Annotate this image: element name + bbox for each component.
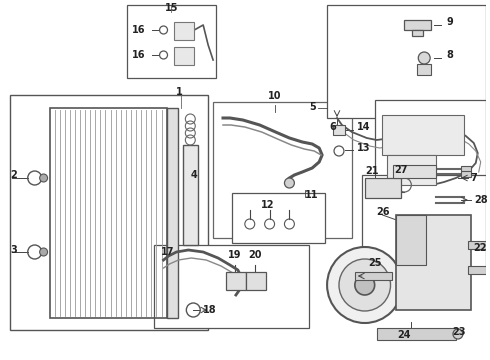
Bar: [127, 5, 216, 78]
Text: 14: 14: [357, 122, 370, 132]
Bar: [167, 108, 178, 318]
Bar: [412, 30, 423, 36]
Bar: [404, 20, 431, 30]
Text: 13: 13: [357, 143, 370, 153]
Ellipse shape: [327, 247, 402, 323]
Text: 1: 1: [175, 87, 182, 97]
Text: 21: 21: [365, 166, 378, 176]
Bar: [468, 241, 486, 249]
Bar: [174, 22, 194, 40]
Text: 20: 20: [248, 250, 262, 260]
Text: 9: 9: [446, 17, 453, 27]
Bar: [387, 155, 436, 185]
Bar: [174, 47, 194, 65]
Bar: [49, 108, 167, 318]
Ellipse shape: [40, 174, 48, 182]
Text: 11: 11: [305, 190, 319, 200]
Text: 18: 18: [203, 305, 217, 315]
Bar: [417, 64, 431, 75]
Text: 5: 5: [309, 102, 316, 112]
Text: 12: 12: [261, 200, 274, 210]
Text: 6: 6: [329, 122, 336, 132]
Text: 16: 16: [132, 50, 146, 60]
Bar: [396, 215, 426, 265]
Ellipse shape: [355, 275, 375, 295]
Bar: [10, 95, 208, 330]
Bar: [468, 266, 486, 274]
Bar: [365, 178, 401, 198]
Text: 22: 22: [473, 243, 486, 253]
Text: 26: 26: [377, 207, 390, 217]
Ellipse shape: [40, 248, 48, 256]
Text: 16: 16: [132, 25, 146, 35]
Bar: [226, 272, 246, 290]
Text: 27: 27: [394, 165, 408, 175]
Bar: [396, 215, 471, 310]
Bar: [327, 5, 486, 118]
Bar: [183, 145, 198, 245]
Ellipse shape: [339, 259, 391, 311]
Bar: [232, 193, 325, 243]
Text: 19: 19: [228, 250, 242, 260]
Bar: [246, 272, 266, 290]
Text: 10: 10: [268, 91, 281, 101]
Text: 24: 24: [398, 330, 411, 340]
Text: 3: 3: [10, 245, 17, 255]
Bar: [213, 102, 352, 238]
Text: 15: 15: [165, 3, 178, 13]
Bar: [377, 328, 456, 340]
Text: 7: 7: [471, 173, 478, 183]
Text: 23: 23: [452, 327, 466, 337]
Bar: [333, 125, 345, 135]
Bar: [461, 171, 471, 177]
Bar: [382, 115, 464, 155]
Bar: [154, 245, 309, 328]
Text: 8: 8: [446, 50, 453, 60]
Ellipse shape: [418, 52, 430, 64]
Bar: [375, 100, 486, 205]
Bar: [392, 165, 436, 178]
Text: 2: 2: [10, 170, 17, 180]
Text: 25: 25: [368, 258, 381, 268]
Text: 4: 4: [191, 170, 197, 180]
Ellipse shape: [453, 329, 463, 339]
Bar: [461, 166, 471, 172]
Bar: [355, 272, 392, 280]
Text: 28: 28: [474, 195, 488, 205]
Ellipse shape: [285, 178, 294, 188]
Text: 17: 17: [161, 247, 174, 257]
Bar: [362, 175, 486, 268]
